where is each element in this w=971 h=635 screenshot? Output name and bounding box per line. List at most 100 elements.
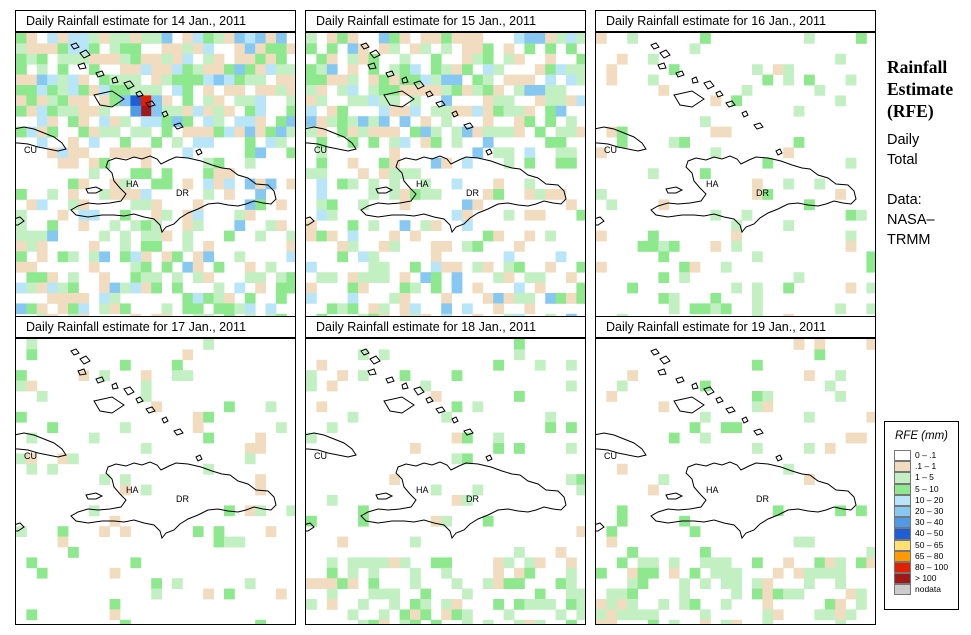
rain-cell [627,33,638,44]
coastline [95,376,105,384]
rain-cell [616,557,628,569]
rain-cell [752,64,763,75]
rain-cell [140,199,152,211]
rain-cell [410,105,421,117]
rain-cell [514,599,525,610]
rain-cell [514,85,525,96]
rain-cell [772,64,784,75]
coastline [401,382,409,390]
rain-cell [316,230,328,242]
rain-cell [545,422,556,433]
rain-cell [845,588,857,600]
rain-cell [378,609,390,621]
rain-cell [566,147,577,159]
rain-cell [534,33,546,44]
rain-cell [566,95,577,107]
rain-cell [566,578,577,589]
rain-cell [306,168,317,179]
rain-cell [109,43,121,55]
rain-cell [616,599,628,610]
rain-cell [326,199,338,211]
rain-cell [752,189,763,200]
rain-cell [389,74,400,86]
rain-cell [731,619,742,624]
rain-cell [462,588,473,600]
rain-cell [524,74,536,86]
rain-cell [534,85,546,96]
rain-cell [203,53,214,65]
rain-cell [430,85,442,96]
rain-cell [192,422,204,433]
panel-title: Daily Rainfall estimate for 19 Jan., 201… [595,316,876,338]
rain-cell [658,85,670,96]
rain-cell [151,313,162,318]
rain-cell [68,147,79,159]
rain-cell [213,116,225,127]
rain-cell [120,241,131,252]
rain-cell [441,95,452,107]
coastline [703,386,715,396]
rain-cell [700,609,711,621]
rain-cell [566,313,577,318]
rain-cell [347,557,359,569]
country-label-dominican_republic: DR [176,494,189,504]
rain-cell [130,261,142,273]
rain-cell [99,33,110,44]
rain-cell [192,64,204,75]
rain-cell [493,85,504,96]
rain-cell [555,157,567,169]
rain-cell [347,53,359,65]
rain-cell [16,261,27,273]
rain-cell [161,303,173,315]
rain-cell [244,105,256,117]
rain-cell [420,220,432,231]
rain-cell [286,74,295,86]
rain-cell [835,557,846,569]
rain-cell [57,95,69,107]
rain-cell [26,557,38,569]
coastline [111,76,119,84]
rain-cell [337,303,348,315]
rain-cell [606,391,618,402]
rain-cell [213,261,225,273]
rain-cell [441,313,452,318]
rain-cell [316,157,328,169]
rain-cell [161,64,173,75]
rain-cell [203,189,214,200]
rain-cell [16,282,27,294]
rain-cell [524,116,536,127]
rain-cell [36,282,48,294]
rain-cell [326,105,338,117]
rain-cell [720,303,732,315]
rain-cell [658,199,670,211]
rain-cell [545,230,556,242]
rain-cell [462,220,473,231]
rain-cell [462,126,473,138]
rain-cell [845,609,857,621]
coastline [70,348,80,356]
rain-cell [378,313,390,318]
period-line: Daily [887,132,920,148]
rain-cell [224,126,235,138]
coastline [775,148,783,156]
rainfall-map: CU HA DR [305,338,586,625]
rain-cell [566,619,577,624]
rain-cell [710,147,722,159]
country-label-cuba: CU [314,451,327,461]
rain-cell [16,220,27,231]
coastline [385,376,395,384]
rain-cell [255,474,266,485]
rain-cell [26,33,38,44]
rain-cell [762,74,774,86]
rain-cell [234,303,246,315]
rain-cell [182,85,194,96]
rain-cell [514,282,525,294]
coastline [95,70,105,78]
rain-cell [430,220,442,231]
rain-cell [57,64,69,75]
rain-cell [524,85,536,96]
rain-cell [234,282,246,294]
rain-cell [430,53,442,65]
rain-cell [545,411,556,423]
coastline [413,80,425,90]
